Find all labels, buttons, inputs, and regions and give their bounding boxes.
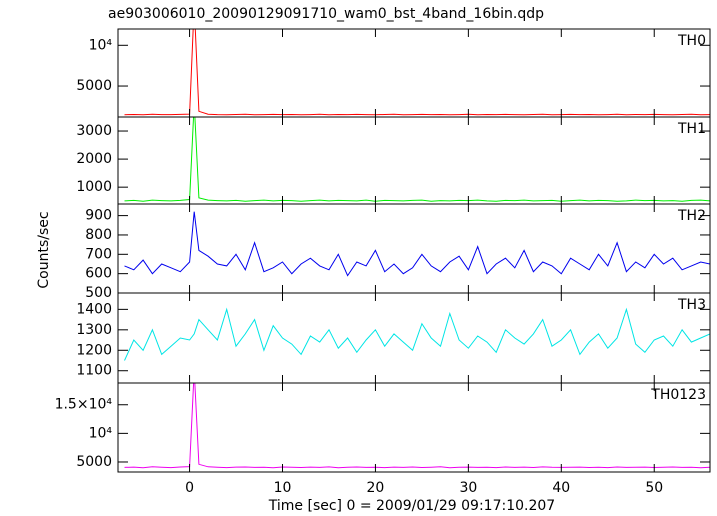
x-tick-label: 40 bbox=[552, 480, 570, 496]
y-tick-label: 5000 bbox=[76, 78, 112, 94]
panel-frame bbox=[117, 292, 711, 384]
data-line bbox=[124, 307, 710, 361]
panel-frame bbox=[117, 382, 711, 473]
panel-label: TH2 bbox=[677, 208, 706, 224]
chart-title: ae903006010_20090129091710_wam0_bst_4ban… bbox=[108, 6, 544, 22]
data-line bbox=[124, 211, 710, 277]
y-tick-label: 5000 bbox=[76, 454, 112, 470]
x-axis-label: Time [sec] 0 = 2009/01/29 09:17:10.207 bbox=[268, 498, 555, 514]
y-tick-label: 800 bbox=[85, 227, 112, 243]
x-tick-label: 0 bbox=[185, 480, 194, 496]
x-tick-label: 10 bbox=[274, 480, 292, 496]
y-tick-label: 3000 bbox=[76, 123, 112, 139]
y-tick-label: 900 bbox=[85, 208, 112, 224]
data-line bbox=[124, 117, 710, 202]
y-tick-label: 1100 bbox=[76, 363, 112, 379]
y-axis-label: Counts/sec bbox=[36, 211, 52, 288]
y-tick-label: 1400 bbox=[76, 301, 112, 317]
y-tick-label: 1.5×10⁴ bbox=[55, 397, 113, 413]
panel-frame bbox=[117, 116, 711, 205]
y-tick-label: 600 bbox=[85, 266, 112, 282]
x-tick-label: 50 bbox=[645, 480, 663, 496]
panel-frame bbox=[117, 28, 711, 118]
x-tick-label: 30 bbox=[459, 480, 477, 496]
panel-label: TH0123 bbox=[650, 387, 706, 403]
y-tick-label: 10⁴ bbox=[89, 425, 113, 441]
panel-frame bbox=[117, 203, 711, 294]
y-tick-label: 500 bbox=[85, 285, 112, 301]
y-tick-label: 1000 bbox=[76, 179, 112, 195]
panel-label: TH0 bbox=[677, 33, 706, 49]
y-tick-label: 700 bbox=[85, 246, 112, 262]
y-tick-label: 1200 bbox=[76, 342, 112, 358]
y-tick-label: 1300 bbox=[76, 322, 112, 338]
y-tick-label: 2000 bbox=[76, 151, 112, 167]
panel-label: TH3 bbox=[677, 297, 706, 313]
panel-label: TH1 bbox=[677, 121, 706, 137]
y-tick-label: 10⁴ bbox=[89, 37, 113, 53]
data-line bbox=[124, 383, 710, 469]
x-tick-label: 20 bbox=[367, 480, 385, 496]
data-line bbox=[124, 29, 710, 116]
